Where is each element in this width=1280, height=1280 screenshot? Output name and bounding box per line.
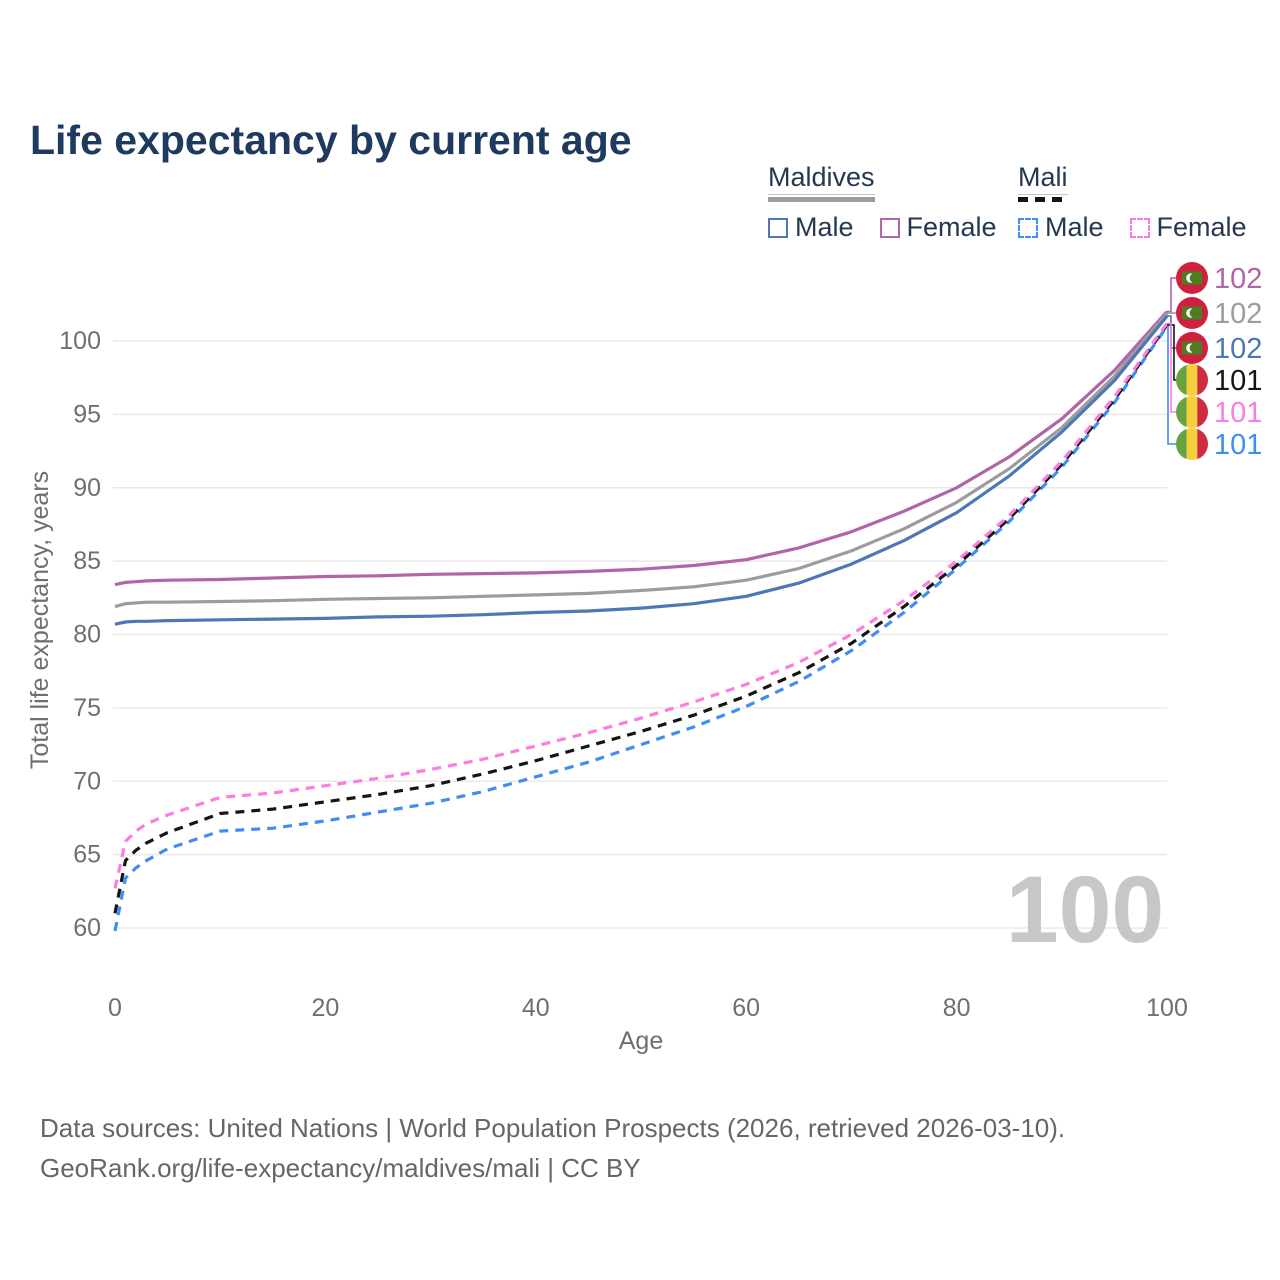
y-tick-label: 70 xyxy=(73,767,101,795)
x-tick-label: 80 xyxy=(943,994,971,1022)
attribution-line: GeoRank.org/life-expectancy/maldives/mal… xyxy=(40,1153,641,1183)
legend-items-maldives: Male Female xyxy=(768,212,997,243)
x-axis-title: Age xyxy=(619,1027,663,1055)
end-label-value: 102 xyxy=(1214,263,1262,295)
maldives-flag-crescent-cut xyxy=(1189,308,1199,318)
legend-country-maldives[interactable]: Maldives xyxy=(768,162,875,202)
end-label-mali-female[interactable]: 101 xyxy=(1176,396,1262,429)
y-tick-label: 90 xyxy=(73,474,101,502)
legend-country-label: Maldives xyxy=(768,162,875,195)
legend-country-label: Mali xyxy=(1018,162,1068,195)
mali-flag-stripe-green xyxy=(1176,396,1187,428)
legend-item-label: Male xyxy=(795,212,854,242)
y-tick-label: 65 xyxy=(73,841,101,869)
maldives-flag-crescent-cut xyxy=(1189,273,1199,283)
y-tick-label: 100 xyxy=(59,327,101,355)
end-label-value: 102 xyxy=(1214,333,1262,365)
maldives-male-swatch-icon xyxy=(768,217,788,238)
mali-female-swatch-icon xyxy=(1129,217,1150,238)
age-watermark-label: 100 xyxy=(1006,857,1165,963)
series-line-mali-male[interactable] xyxy=(113,325,1169,932)
series-line-maldives-male[interactable] xyxy=(114,315,1169,626)
y-tick-label: 95 xyxy=(73,400,101,428)
maldives-line-style-sample xyxy=(768,197,875,202)
x-tick-label: 40 xyxy=(522,994,550,1022)
legend-group-mali: Mali Male Female xyxy=(1018,162,1247,243)
y-tick-label: 75 xyxy=(73,694,101,722)
mali-flag-stripe-green xyxy=(1176,364,1187,396)
footer: Data sources: United Nations | World Pop… xyxy=(40,1108,1065,1188)
legend-item-label: Female xyxy=(1156,212,1247,242)
series-line-maldives-female[interactable] xyxy=(114,310,1169,587)
y-axis-title: Total life expectancy, years xyxy=(26,471,54,769)
legend-item-mali-male[interactable]: Male xyxy=(1018,212,1104,243)
end-label-mali-both-sexes[interactable]: 101 xyxy=(1176,364,1262,397)
x-tick-label: 60 xyxy=(732,994,760,1022)
end-label-maldives-male[interactable]: 102 xyxy=(1176,332,1262,365)
data-sources-line: Data sources: United Nations | World Pop… xyxy=(40,1113,1066,1143)
legend-item-mali-female[interactable]: Female xyxy=(1129,212,1247,243)
series-line-mali-both-sexes[interactable] xyxy=(113,323,1169,914)
end-label-value: 101 xyxy=(1214,397,1262,429)
mali-flag-stripe-red xyxy=(1197,428,1208,460)
end-label-maldives-female[interactable]: 102 xyxy=(1176,262,1262,295)
page-title: Life expectancy by current age xyxy=(30,117,632,164)
mali-male-swatch-icon xyxy=(1018,217,1038,238)
x-tick-label: 0 xyxy=(108,994,122,1022)
maldives-female-swatch-icon xyxy=(879,217,900,238)
mali-flag-stripe-yellow xyxy=(1186,428,1198,460)
x-tick-label: 100 xyxy=(1146,994,1188,1022)
end-label-connector xyxy=(1167,325,1176,445)
mali-flag-stripe-red xyxy=(1197,396,1208,428)
end-label-connector xyxy=(1167,322,1176,413)
maldives-flag-crescent-cut xyxy=(1189,343,1199,353)
end-label-value: 101 xyxy=(1214,365,1262,397)
legend-group-maldives: Maldives Male Female xyxy=(768,162,997,243)
end-label-value: 102 xyxy=(1214,298,1262,330)
mali-flag-stripe-yellow xyxy=(1186,364,1198,396)
series-line-mali-female[interactable] xyxy=(113,322,1169,889)
legend-item-label: Male xyxy=(1045,212,1104,242)
y-tick-label: 85 xyxy=(73,547,101,575)
legend-item-maldives-male[interactable]: Male xyxy=(768,212,854,243)
x-tick-label: 20 xyxy=(311,994,339,1022)
end-label-mali-male[interactable]: 101 xyxy=(1176,428,1262,461)
y-tick-label: 60 xyxy=(73,914,101,942)
end-label-connector xyxy=(1167,277,1176,313)
legend-country-mali[interactable]: Mali xyxy=(1018,162,1068,202)
mali-flag-stripe-yellow xyxy=(1186,396,1198,428)
legend-item-maldives-female[interactable]: Female xyxy=(879,212,997,243)
mali-flag-stripe-red xyxy=(1197,364,1208,396)
legend-items-mali: Male Female xyxy=(1018,212,1247,243)
y-tick-label: 80 xyxy=(73,621,101,649)
mali-flag-stripe-green xyxy=(1176,428,1187,460)
end-label-maldives-both-sexes[interactable]: 102 xyxy=(1176,297,1262,330)
series-line-maldives-both-sexes[interactable] xyxy=(114,312,1169,609)
legend-item-label: Female xyxy=(906,212,997,242)
mali-line-style-sample xyxy=(1018,197,1068,202)
end-label-value: 101 xyxy=(1214,429,1262,461)
